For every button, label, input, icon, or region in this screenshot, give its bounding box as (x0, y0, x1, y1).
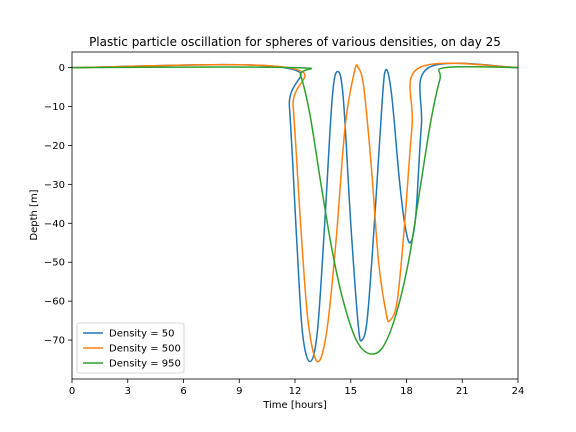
x-tick-label: 18 (400, 386, 413, 397)
legend-label-2: Density = 500 (109, 344, 181, 355)
legend: Density = 50 Density = 500 Density = 950 (76, 322, 185, 374)
x-tick-label: 15 (344, 386, 357, 397)
y-tick-label: −70 (44, 336, 65, 347)
series-line-1 (72, 62, 518, 363)
series-layer (72, 62, 518, 363)
y-tick-label: −30 (44, 180, 65, 191)
x-tick-label: 0 (69, 386, 75, 397)
y-axis-ticks: 0 −10 −20 −30 −40 −50 −60 −70 (44, 63, 72, 347)
y-tick-label: −60 (44, 297, 65, 308)
y-axis-label: Depth [m] (29, 189, 40, 240)
y-tick-label: −10 (44, 102, 65, 113)
legend-label-3: Density = 950 (109, 359, 181, 370)
x-axis-label: Time [hours] (262, 400, 327, 411)
x-tick-label: 12 (289, 386, 302, 397)
x-tick-label: 3 (125, 386, 131, 397)
series-line-2 (72, 62, 518, 363)
y-tick-label: −20 (44, 141, 65, 152)
series-line-3 (72, 65, 518, 355)
x-tick-label: 6 (180, 386, 186, 397)
chart-title: Plastic particle oscillation for spheres… (89, 35, 501, 49)
x-axis-ticks: 0 3 6 9 12 15 18 21 24 (69, 379, 525, 397)
legend-label-1: Density = 50 (109, 329, 174, 340)
y-tick-label: −40 (44, 219, 65, 230)
x-tick-label: 21 (456, 386, 469, 397)
y-tick-label: −50 (44, 258, 65, 269)
x-tick-label: 24 (512, 386, 525, 397)
x-tick-label: 9 (236, 386, 242, 397)
y-tick-label: 0 (59, 63, 65, 74)
legend-box (76, 322, 185, 374)
